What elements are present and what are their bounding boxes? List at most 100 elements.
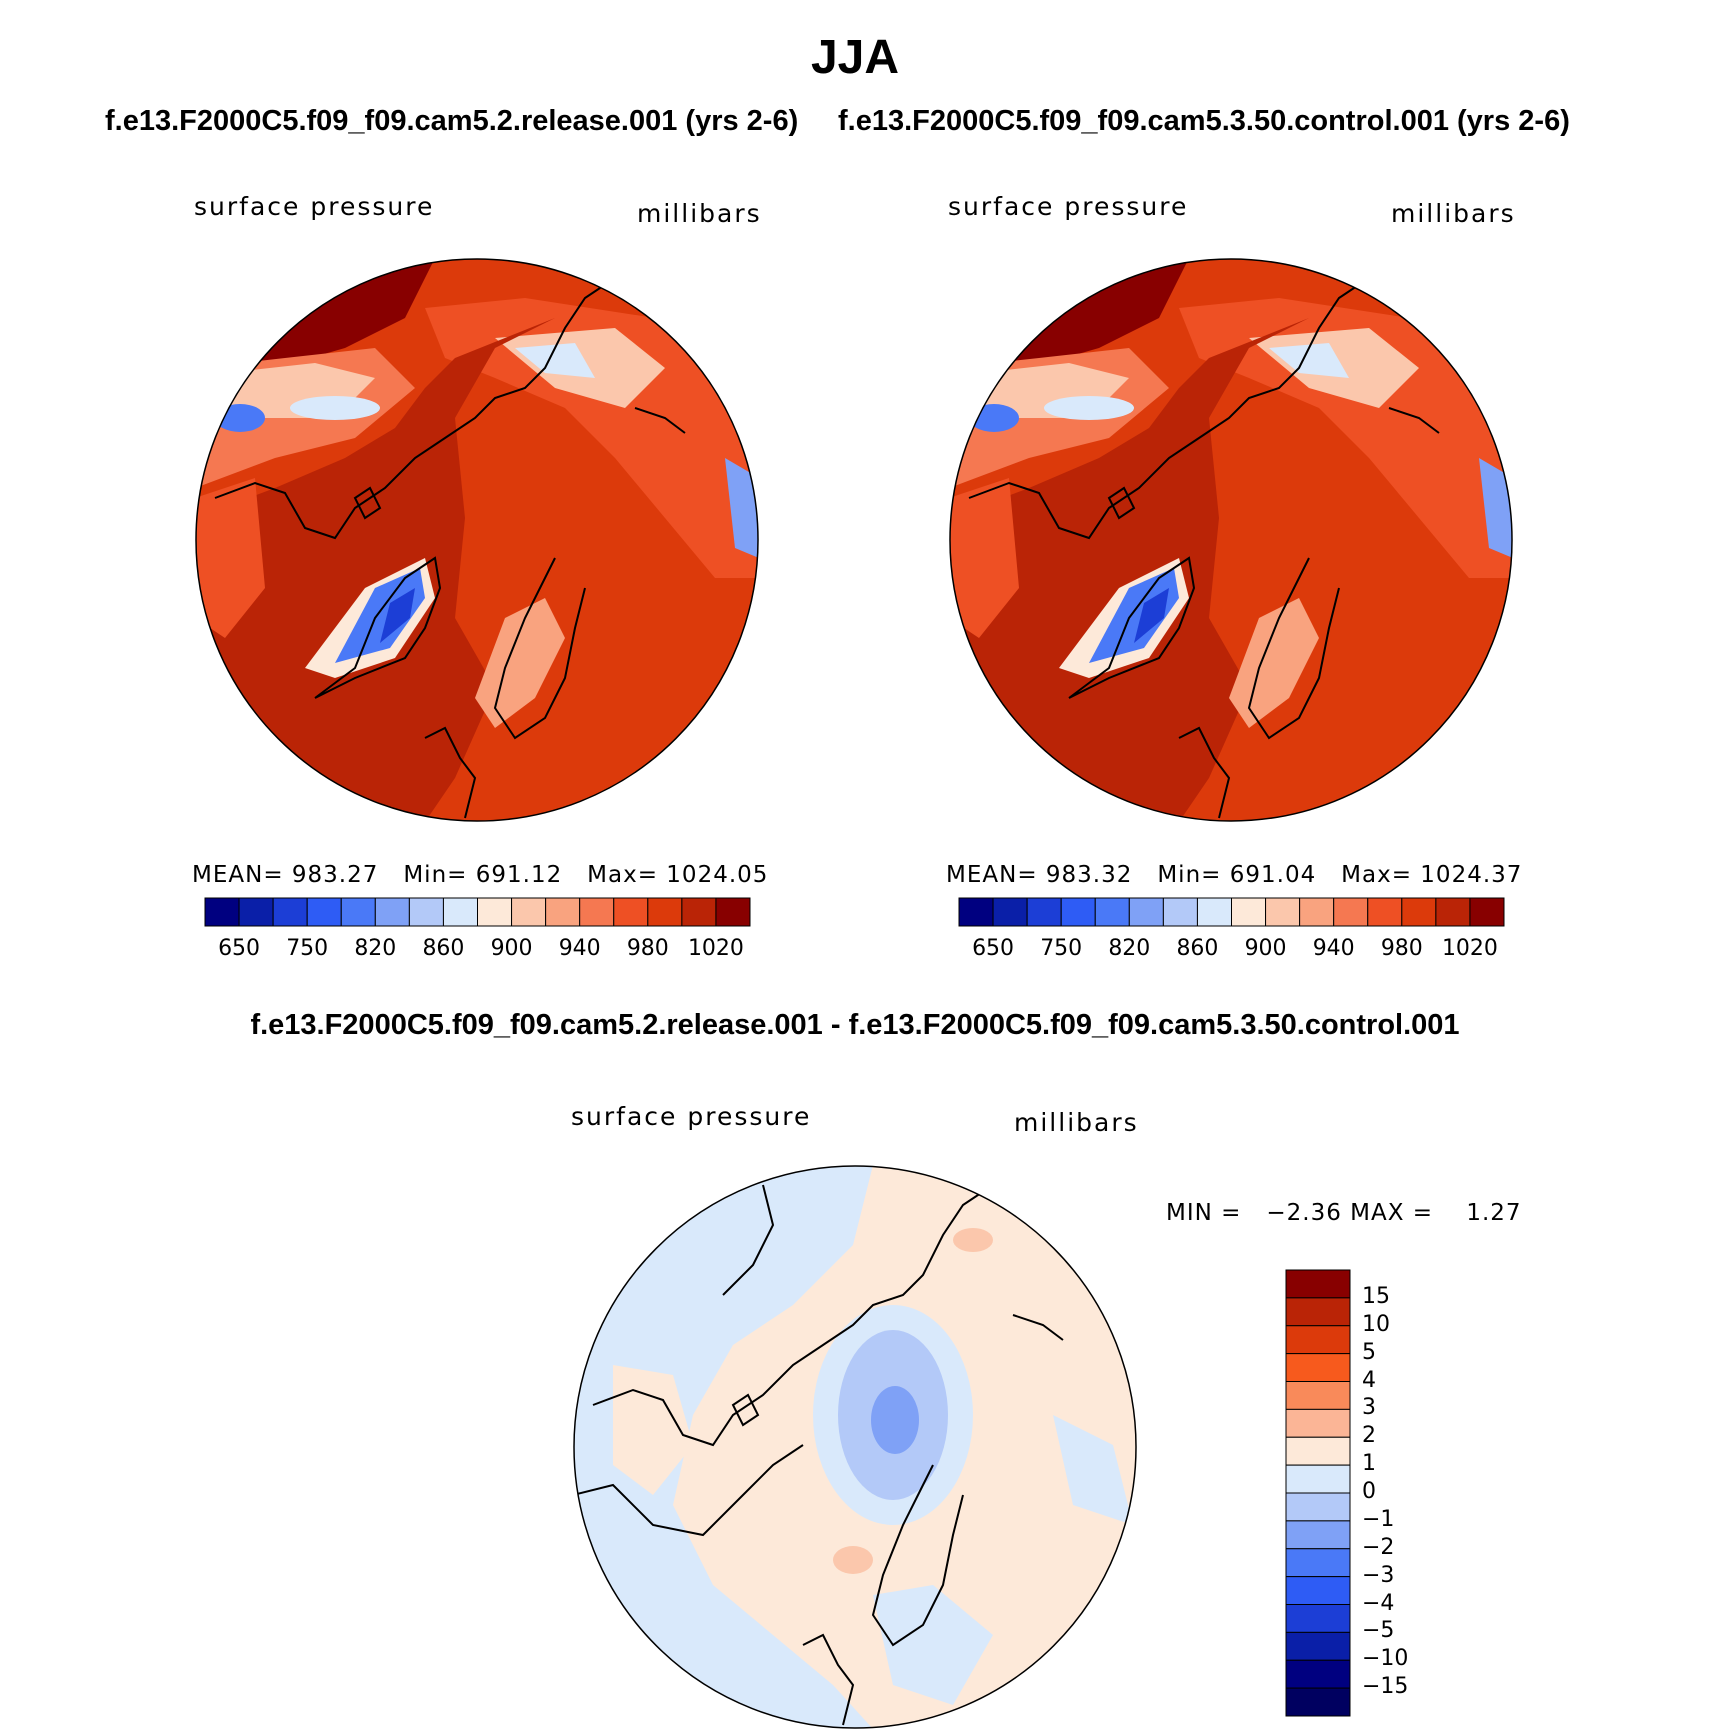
panel1-colorbar-box [613, 897, 649, 927]
panel1-units-label: millibars [637, 199, 762, 228]
panel2-units-label: millibars [1391, 199, 1516, 228]
diff-variable-label: surface pressure [571, 1102, 812, 1131]
panel1-colorbar-box [511, 897, 547, 927]
diff-map [573, 1165, 1137, 1729]
diff-colorbar-box [1285, 1464, 1351, 1494]
panel2-colorbar-box [1060, 897, 1096, 927]
diff-colorbar [1285, 1269, 1351, 1717]
panel1-max-value: 1024.05 [666, 862, 769, 888]
diff-colorbar-box [1285, 1325, 1351, 1355]
diff-colorbar-tick-label: 15 [1362, 1283, 1390, 1309]
panel2-colorbar-tick-label: 1020 [1441, 936, 1498, 961]
panel2-max-label: Max= [1341, 862, 1412, 888]
diff-colorbar-box [1285, 1381, 1351, 1410]
panel1-contours [196, 259, 758, 821]
diff-colorbar-tick-label: 10 [1362, 1311, 1390, 1337]
panel1-map-border [195, 258, 759, 822]
panel1-colorbar-tick-label: 750 [286, 936, 329, 961]
diff-colorbar-tick-label: −15 [1362, 1674, 1409, 1700]
diff-colorbar-box [1285, 1659, 1351, 1689]
diff-units-label: millibars [1014, 1108, 1139, 1137]
panel2-colorbar-ticks: 650 750 820 860 900 940 980 1020 [959, 936, 1504, 966]
panel2-min-value: 691.04 [1229, 862, 1317, 888]
diff-colorbar-box [1285, 1269, 1351, 1299]
panel2-mean-value: 983.32 [1045, 862, 1133, 888]
diff-colorbar-box [1285, 1687, 1351, 1717]
panel2-colorbar-box [1435, 897, 1471, 927]
panel1-variable-label: surface pressure [194, 192, 435, 221]
panel1-colorbar-tick-label: 940 [558, 936, 601, 961]
panel2-colorbar-tick-label: 860 [1176, 936, 1219, 961]
panel2-colorbar-box [1333, 897, 1369, 927]
panel1-min-label: Min= [403, 862, 468, 888]
diff-colorbar-box [1285, 1548, 1351, 1578]
diff-colorbar-tick-label: 0 [1362, 1479, 1376, 1504]
panel2-colorbar-box [1265, 897, 1301, 927]
panel1-map [195, 258, 759, 822]
panel1-colorbar-box [374, 897, 410, 927]
diff-colorbar-box [1285, 1353, 1351, 1382]
diff-min-label: MIN = [1166, 1200, 1242, 1226]
panel2-colorbar-tick-label: 980 [1380, 936, 1423, 961]
panel1-colorbar-tick-label: 820 [354, 936, 397, 961]
diff-colorbar-tick-label: 4 [1362, 1367, 1376, 1393]
panel1-colorbar-tick-label: 860 [422, 936, 465, 961]
panel2-colorbar-tick-label: 940 [1312, 936, 1355, 961]
panel2-colorbar-box [1026, 897, 1062, 927]
panel1-colorbar-ticks: 650 750 820 860 900 940 980 1020 [205, 936, 750, 966]
diff-colorbar-box [1285, 1520, 1351, 1550]
panel2-colorbar-box [1367, 897, 1403, 927]
diff-colorbar-ticks: 15 10 5 4 3 2 1 0 −1 −2 −3 −4 −5 −10 −15 [1362, 1270, 1452, 1716]
panel2-max-value: 1024.37 [1420, 862, 1523, 888]
panel1-min-value: 691.12 [475, 862, 563, 888]
panel1-colorbar-box [408, 897, 444, 927]
diff-min-value: −2.36 [1266, 1200, 1342, 1226]
diff-colorbar-tick-label: −10 [1362, 1646, 1409, 1672]
figure-title: JJA [810, 31, 900, 84]
panel2-mean-label: MEAN= [946, 862, 1038, 888]
panel2-variable-label: surface pressure [948, 192, 1189, 221]
panel2-colorbar-box [1196, 897, 1232, 927]
panel1-max-label: Max= [587, 862, 658, 888]
panel2-colorbar-box [1299, 897, 1335, 927]
diff-stats: MIN = −2.36 MAX = 1.27 [1166, 1200, 1522, 1226]
panel1-stats: MEAN= 983.27 Min= 691.12 Max= 1024.05 [192, 862, 768, 888]
diff-colorbar-box [1285, 1408, 1351, 1438]
panel1-mean-value: 983.27 [291, 862, 379, 888]
panel1-colorbar-box [579, 897, 615, 927]
diff-colorbar-box [1285, 1492, 1351, 1522]
panel2-min-label: Min= [1157, 862, 1222, 888]
panel1-colorbar-box [545, 897, 581, 927]
panel2-colorbar-box [1469, 897, 1505, 927]
difference-title: f.e13.F2000C5.f09_f09.cam5.2.release.001… [250, 1009, 1460, 1041]
panel1-coastlines [214, 277, 686, 819]
panel2-colorbar-box [1401, 897, 1437, 927]
panel1-colorbar-box [647, 897, 683, 927]
diff-colorbar-tick-label: −4 [1362, 1590, 1395, 1616]
case1-title: f.e13.F2000C5.f09_f09.cam5.2.release.001… [105, 105, 799, 137]
panel2-colorbar-box [1128, 897, 1164, 927]
diff-colorbar-box [1285, 1631, 1351, 1661]
panel1-colorbar-tick-label: 980 [626, 936, 669, 961]
case2-title: f.e13.F2000C5.f09_f09.cam5.3.50.control.… [838, 105, 1570, 137]
panel2-colorbar-box [992, 897, 1028, 927]
diff-max-label: MAX = [1350, 1200, 1434, 1226]
diff-colorbar-tick-label: −5 [1362, 1618, 1395, 1644]
diff-colorbar-tick-label: −3 [1362, 1562, 1395, 1588]
diff-max-value: 1.27 [1466, 1200, 1522, 1226]
diff-coastlines [574, 1184, 1064, 1726]
panel1-colorbar [204, 897, 751, 927]
panel1-colorbar-box [340, 897, 376, 927]
diff-colorbar-tick-label: 1 [1362, 1451, 1376, 1477]
panel1-colorbar-box [442, 897, 478, 927]
diff-colorbar-tick-label: −1 [1362, 1506, 1395, 1532]
panel2-coastlines [968, 277, 1440, 819]
panel2-colorbar [958, 897, 1505, 927]
diff-colorbar-box [1285, 1576, 1351, 1605]
diff-colorbar-tick-label: −2 [1362, 1534, 1395, 1560]
diff-colorbar-tick-label: 3 [1362, 1395, 1376, 1421]
panel2-colorbar-box [1094, 897, 1130, 927]
diff-colorbar-box [1285, 1436, 1351, 1466]
panel1-colorbar-tick-label: 650 [218, 936, 261, 961]
diff-colorbar-tick-label: 2 [1362, 1423, 1376, 1449]
